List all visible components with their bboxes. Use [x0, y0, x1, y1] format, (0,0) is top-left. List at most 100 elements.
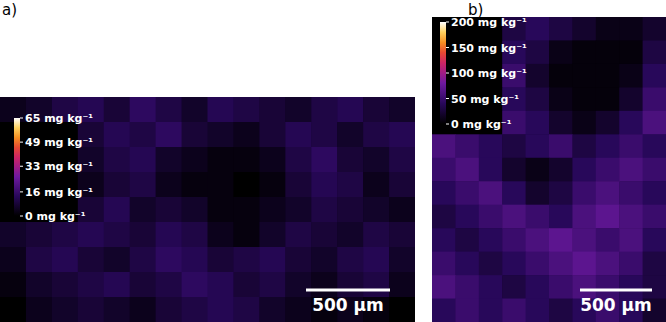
cell — [156, 97, 182, 123]
cell — [104, 172, 130, 198]
cell — [596, 158, 620, 182]
cell — [363, 197, 389, 223]
cell — [182, 272, 208, 298]
cell — [549, 134, 573, 158]
cell — [619, 228, 643, 252]
cell — [389, 272, 415, 298]
cell — [619, 158, 643, 182]
cell — [502, 205, 526, 229]
cell — [572, 111, 596, 135]
cell — [596, 87, 620, 111]
cell — [104, 197, 130, 223]
cell — [596, 134, 620, 158]
cell — [526, 17, 550, 41]
cell — [502, 299, 526, 322]
cell — [549, 158, 573, 182]
cell — [156, 147, 182, 173]
colorbar-tick — [20, 118, 23, 119]
cell — [389, 122, 415, 148]
cell — [130, 147, 156, 173]
cell — [182, 197, 208, 223]
cell — [596, 111, 620, 135]
cell — [619, 64, 643, 88]
cell — [156, 172, 182, 198]
cell — [549, 228, 573, 252]
cell — [363, 272, 389, 298]
cell — [182, 222, 208, 248]
cell — [455, 228, 479, 252]
map-background — [0, 97, 415, 322]
cell — [208, 172, 234, 198]
cell — [0, 222, 26, 248]
colorbar-tick — [446, 98, 449, 99]
cell — [208, 247, 234, 273]
cell — [549, 275, 573, 299]
cell — [311, 147, 337, 173]
cell — [455, 205, 479, 229]
cell — [0, 172, 26, 198]
cell — [78, 247, 104, 273]
colorbar-tick — [20, 191, 23, 192]
cell — [156, 272, 182, 298]
cell — [0, 197, 26, 223]
cell — [526, 205, 550, 229]
colorbar-label: 65 mg kg⁻¹ — [25, 112, 93, 125]
cell — [643, 111, 666, 135]
cell — [259, 97, 285, 123]
cell — [455, 134, 479, 158]
cell — [643, 134, 666, 158]
cell — [363, 172, 389, 198]
cells — [0, 97, 415, 322]
cell — [156, 297, 182, 322]
cell — [526, 252, 550, 276]
cell — [233, 197, 259, 223]
cell — [285, 272, 311, 298]
cell — [389, 197, 415, 223]
cell — [479, 158, 503, 182]
cell — [432, 275, 456, 299]
cell — [233, 97, 259, 123]
colorbar-tick — [446, 124, 449, 125]
cell — [26, 222, 52, 248]
cell — [311, 222, 337, 248]
cell — [208, 297, 234, 322]
cell — [596, 205, 620, 229]
colorbar-tick — [20, 142, 23, 143]
cell — [363, 247, 389, 273]
cell — [233, 297, 259, 322]
cell — [285, 222, 311, 248]
cell — [432, 181, 456, 205]
cell — [502, 252, 526, 276]
colorbar — [440, 22, 446, 124]
cell — [130, 272, 156, 298]
cell — [643, 252, 666, 276]
cell — [26, 247, 52, 273]
cell — [572, 205, 596, 229]
cell — [78, 222, 104, 248]
cell — [455, 275, 479, 299]
cell — [208, 272, 234, 298]
cell — [130, 247, 156, 273]
cell — [526, 275, 550, 299]
cell — [285, 172, 311, 198]
cell — [455, 299, 479, 322]
cell — [259, 172, 285, 198]
colorbar-label: 16 mg kg⁻¹ — [25, 186, 93, 199]
cell — [619, 181, 643, 205]
cell — [52, 222, 78, 248]
cell — [52, 297, 78, 322]
cell — [104, 247, 130, 273]
cell — [285, 247, 311, 273]
cell — [643, 158, 666, 182]
figure: a)65 mg kg⁻¹49 mg kg⁻¹33 mg kg⁻¹16 mg kg… — [0, 0, 666, 322]
cell — [311, 122, 337, 148]
colorbar-tick — [446, 22, 449, 23]
cell — [285, 197, 311, 223]
cell — [389, 147, 415, 173]
cell — [432, 299, 456, 322]
cell — [285, 297, 311, 322]
colorbar-tick — [446, 73, 449, 74]
cell — [311, 272, 337, 298]
colorbar-label: 150 mg kg⁻¹ — [451, 42, 527, 55]
cell — [156, 197, 182, 223]
